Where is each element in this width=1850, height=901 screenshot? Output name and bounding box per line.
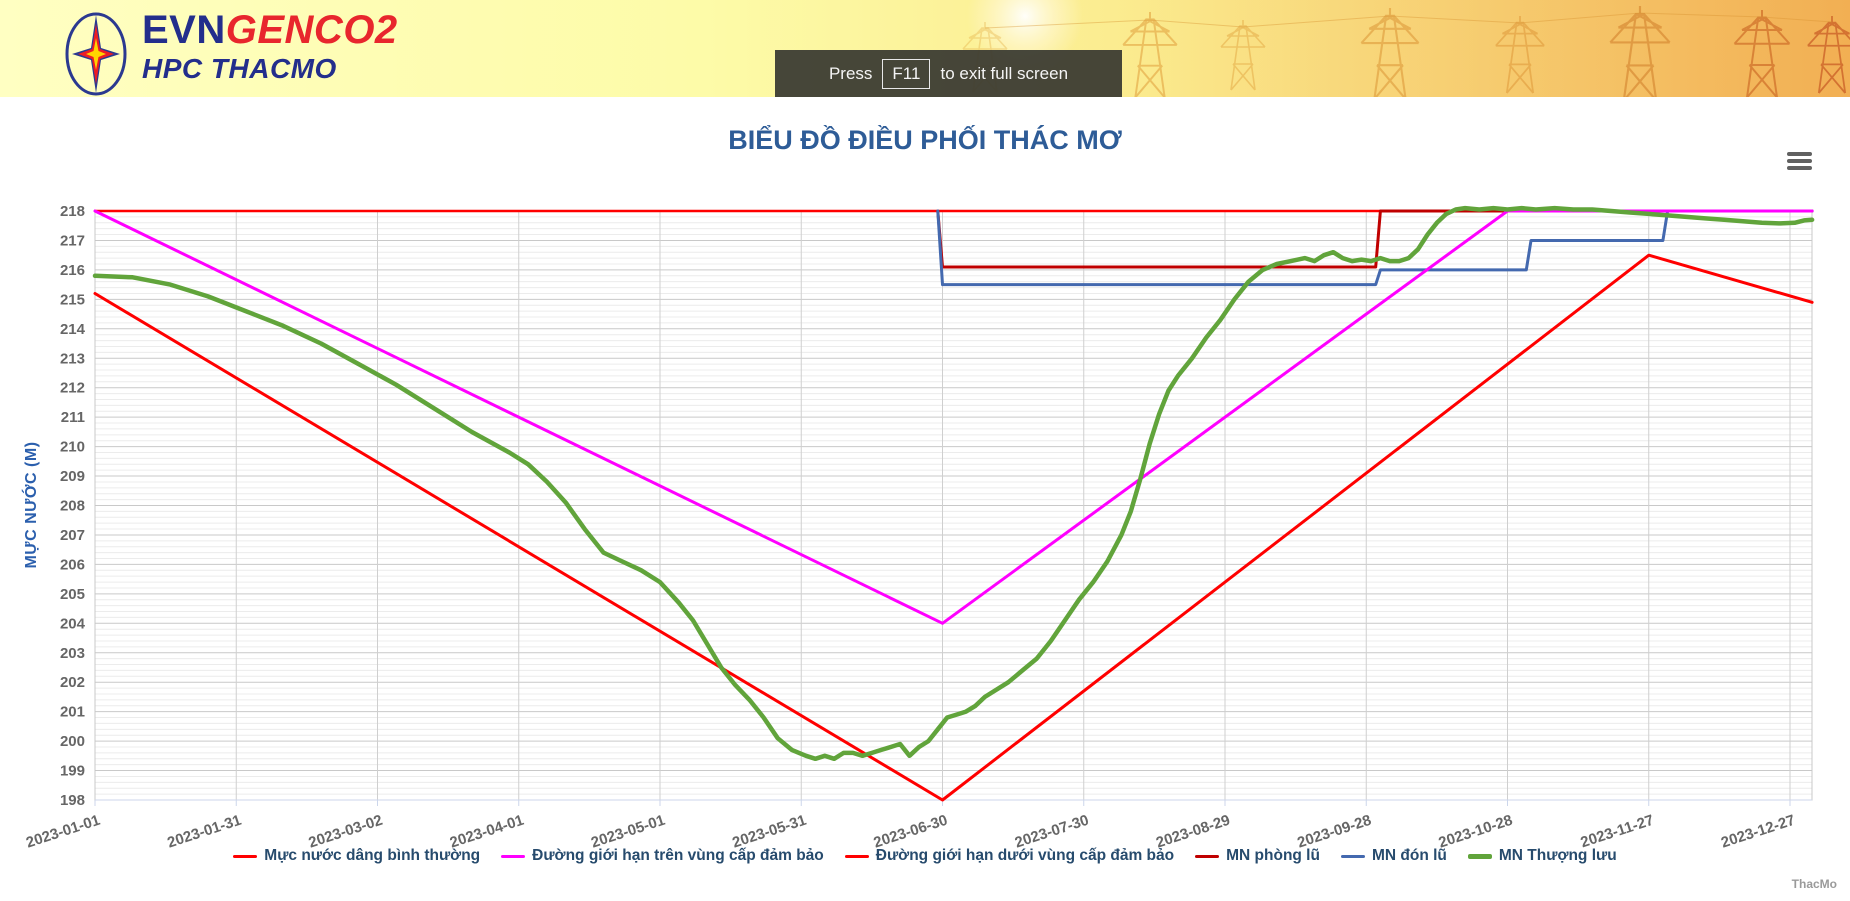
y-axis-label: 202 <box>60 674 85 691</box>
company-logo[interactable]: EVNGENCO2 HPC THACMO <box>62 10 398 97</box>
logo-brand-genco: GENCO2 <box>225 8 398 52</box>
f11-key-badge: F11 <box>882 58 931 89</box>
series-line-4[interactable] <box>936 209 1814 287</box>
x-axis-label: 2023-12-27 <box>1719 812 1797 852</box>
hamburger-icon <box>1787 166 1812 170</box>
series-line-5[interactable] <box>92 205 1815 762</box>
transmission-towers <box>962 4 1850 97</box>
y-axis-label: 200 <box>60 733 85 750</box>
hamburger-icon <box>1787 152 1812 156</box>
legend-item-5[interactable]: MN Thượng lưu <box>1467 847 1617 865</box>
x-axis-label: 2023-01-31 <box>165 812 243 852</box>
y-axis-title: MỰC NƯỚC (M) <box>23 441 40 569</box>
x-axis-label: 2023-10-28 <box>1437 812 1515 852</box>
y-axis-label: 216 <box>60 262 85 279</box>
legend-label: Đường giới hạn dưới vùng cấp đảm bảo <box>875 847 1175 864</box>
fullscreen-toast: Press F11 to exit full screen <box>775 50 1122 97</box>
legend-line-icon <box>844 854 869 858</box>
y-axis-label: 205 <box>60 586 85 603</box>
legend-label: MN đón lũ <box>1371 847 1447 864</box>
plot-area: 198 199 200 201 202 203 204 205 206 207 208 209 210 2… <box>24 203 1815 852</box>
x-axis-label: 2023-08-29 <box>1154 812 1232 852</box>
y-axis-label: 217 <box>60 232 85 249</box>
legend-item-0[interactable]: Mực nước dâng bình thường <box>233 847 480 865</box>
x-axis-label: 2023-04-01 <box>448 812 526 852</box>
y-axis-label: 199 <box>60 763 85 780</box>
y-axis-label: 211 <box>61 409 85 426</box>
x-axis-label: 2023-09-28 <box>1295 812 1373 852</box>
y-axis-label: 201 <box>60 704 85 721</box>
y-axis-label: 214 <box>60 321 86 338</box>
legend-line-icon <box>1467 853 1492 859</box>
y-axis-label: 215 <box>60 291 85 308</box>
legend-item-2[interactable]: Đường giới hạn dưới vùng cấp đảm bảo <box>844 847 1175 865</box>
chart-title: BIỂU ĐỒ ĐIỀU PHỐI THÁC MƠ <box>728 125 1122 155</box>
toast-suffix: to exit full screen <box>940 63 1069 83</box>
series-line-2[interactable] <box>93 253 1814 802</box>
chart-container: BIỂU ĐỒ ĐIỀU PHỐI THÁC MƠ 198 199 200 201 20… <box>0 97 1850 901</box>
chart-export-menu-button[interactable] <box>1787 152 1814 174</box>
y-axis-label: 210 <box>60 439 85 456</box>
y-axis-label: 218 <box>60 203 85 220</box>
legend-line-icon <box>233 854 258 858</box>
legend-item-1[interactable]: Đường giới hạn trên vùng cấp đảm bảo <box>501 847 824 865</box>
legend-label: Đường giới hạn trên vùng cấp đảm bảo <box>532 847 824 864</box>
chart-legend: Mực nước dâng bình thường Đường giới hạn … <box>0 847 1850 865</box>
legend-label: Mực nước dâng bình thường <box>264 847 481 864</box>
y-axis-label: 213 <box>60 350 85 367</box>
legend-line-icon <box>1195 854 1220 858</box>
logo-text: EVNGENCO2 HPC THACMO <box>142 10 398 83</box>
chart-credits[interactable]: ThacMo <box>1791 877 1837 891</box>
y-axis-label: 212 <box>60 380 85 397</box>
legend-line-icon <box>1340 854 1365 858</box>
legend-item-4[interactable]: MN đón lũ <box>1340 847 1447 865</box>
toast-prefix: Press <box>828 63 873 83</box>
logo-brand-evn: EVN <box>142 8 226 52</box>
legend-line-icon <box>501 854 526 858</box>
y-axis-label: 207 <box>60 527 85 544</box>
x-axis-label: 2023-05-31 <box>730 812 808 852</box>
series-line-1[interactable] <box>93 209 1814 625</box>
y-axis-label: 198 <box>60 792 85 809</box>
x-axis-label: 2023-11-27 <box>1579 812 1656 852</box>
page-header: EVNGENCO2 HPC THACMO Press F11 to exit f… <box>0 0 1850 97</box>
legend-item-3[interactable]: MN phòng lũ <box>1195 847 1320 865</box>
x-axis-label: 2023-05-01 <box>589 812 667 852</box>
x-axis-label: 2023-03-02 <box>307 812 385 852</box>
y-axis-label: 203 <box>60 645 85 662</box>
y-axis-label: 204 <box>60 615 86 632</box>
logo-brand-sub: HPC THACMO <box>142 53 337 84</box>
header-warm-wash <box>1110 0 1850 97</box>
x-axis-label: 2023-07-30 <box>1013 812 1091 852</box>
y-axis-label: 208 <box>60 498 85 515</box>
y-axis-label: 209 <box>60 468 85 485</box>
hamburger-icon <box>1787 159 1812 163</box>
x-axis-label: 2023-01-01 <box>24 812 102 852</box>
evn-star-icon <box>65 12 127 96</box>
legend-label: MN Thượng lưu <box>1498 847 1617 864</box>
y-axis-label: 206 <box>60 556 85 573</box>
legend-label: MN phòng lũ <box>1226 847 1320 864</box>
x-axis-label: 2023-06-30 <box>872 812 950 852</box>
